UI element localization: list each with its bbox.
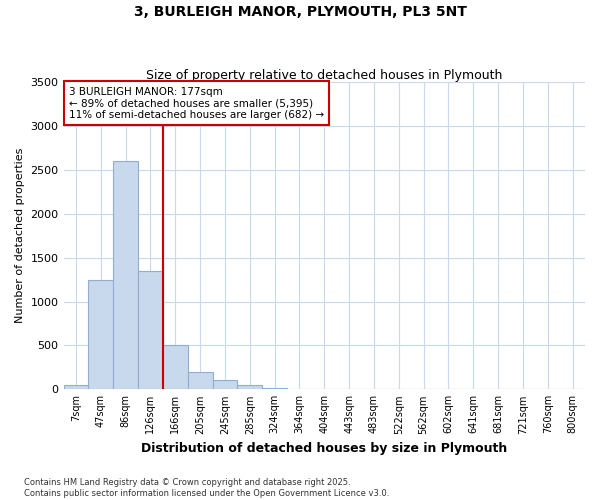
Text: Contains HM Land Registry data © Crown copyright and database right 2025.
Contai: Contains HM Land Registry data © Crown c… bbox=[24, 478, 389, 498]
Text: 3 BURLEIGH MANOR: 177sqm
← 89% of detached houses are smaller (5,395)
11% of sem: 3 BURLEIGH MANOR: 177sqm ← 89% of detach… bbox=[69, 86, 324, 120]
Bar bbox=[88, 280, 113, 390]
Bar bbox=[188, 372, 212, 390]
Bar bbox=[163, 346, 188, 390]
Bar bbox=[138, 271, 163, 390]
X-axis label: Distribution of detached houses by size in Plymouth: Distribution of detached houses by size … bbox=[141, 442, 508, 455]
Bar bbox=[64, 385, 88, 390]
Title: Size of property relative to detached houses in Plymouth: Size of property relative to detached ho… bbox=[146, 69, 502, 82]
Text: 3, BURLEIGH MANOR, PLYMOUTH, PL3 5NT: 3, BURLEIGH MANOR, PLYMOUTH, PL3 5NT bbox=[134, 5, 466, 19]
Bar bbox=[238, 385, 262, 390]
Bar bbox=[113, 161, 138, 390]
Bar bbox=[262, 388, 287, 390]
Bar bbox=[212, 380, 238, 390]
Y-axis label: Number of detached properties: Number of detached properties bbox=[15, 148, 25, 324]
